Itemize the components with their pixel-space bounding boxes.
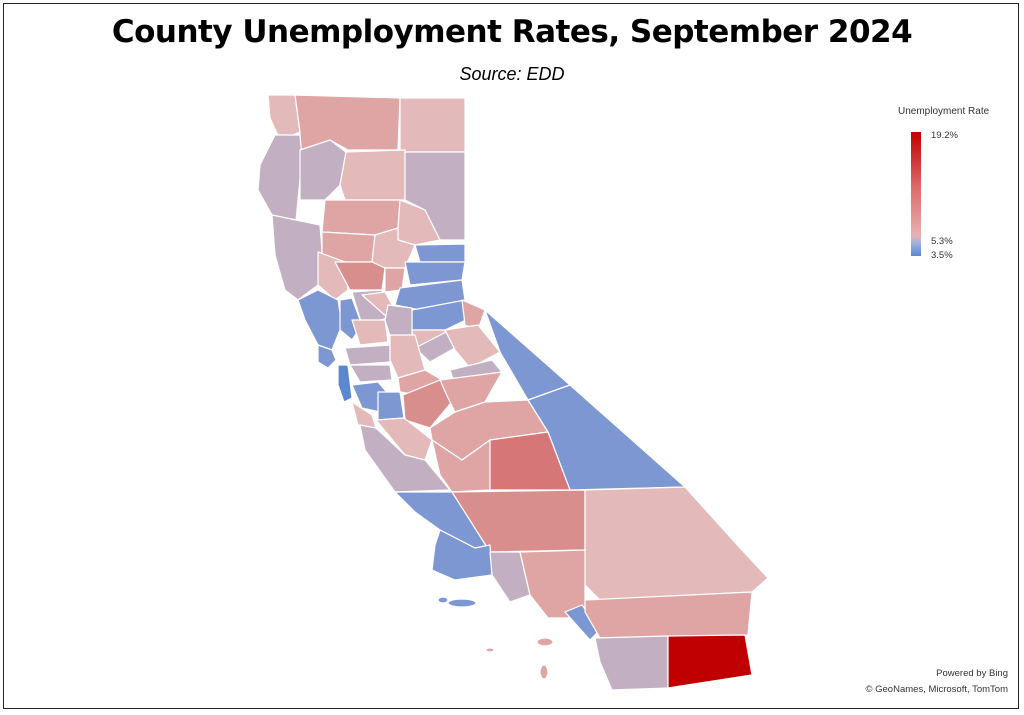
island-san-clemente (539, 664, 549, 680)
county-monterey (359, 424, 451, 493)
county-mendocino (271, 214, 323, 301)
county-imperial (667, 634, 753, 689)
county-san-bernardino (584, 486, 769, 601)
legend-max-label: 19.2% (931, 130, 958, 141)
county-modoc (399, 97, 466, 153)
island-catalina (536, 637, 554, 647)
county-mono (484, 309, 571, 401)
island-san-nicolas (485, 647, 495, 653)
island-santa-cruz (447, 598, 477, 608)
county-siskiyou (294, 94, 401, 151)
county-del-norte (267, 94, 301, 141)
county-marin (317, 344, 337, 369)
county-san-diego (594, 635, 669, 691)
county-contra-costa (344, 344, 391, 366)
county-riverside (584, 591, 753, 639)
county-sonoma (297, 289, 343, 351)
attribution-powered-by: Powered by Bing (936, 668, 1008, 679)
attribution-credits: © GeoNames, Microsoft, TomTom (865, 684, 1009, 695)
county-merced (402, 379, 456, 429)
legend-mid-label: 5.3% (931, 236, 953, 247)
county-san-francisco (337, 364, 353, 403)
county-los-angeles (519, 549, 586, 619)
county-colusa (334, 261, 386, 291)
island-santa-rosa (437, 596, 449, 604)
county-humboldt (257, 134, 303, 221)
county-shasta (339, 149, 406, 201)
county-solano (351, 319, 389, 346)
legend-title: Unemployment Rate (898, 106, 990, 117)
map-title: County Unemployment Rates, September 202… (111, 14, 913, 50)
county-santa-barbara (431, 529, 493, 581)
county-trinity (299, 139, 347, 201)
county-alameda (349, 364, 393, 383)
legend-min-label: 3.5% (931, 250, 953, 261)
county-tehama (321, 199, 401, 236)
legend-color-scale (911, 132, 921, 256)
county-sierra (414, 243, 466, 263)
county-san-benito (375, 417, 433, 461)
county-ventura (489, 551, 531, 603)
map-subtitle: Source: EDD (459, 64, 565, 84)
county-santa-clara (377, 391, 405, 421)
county-tuolumne (444, 324, 501, 369)
